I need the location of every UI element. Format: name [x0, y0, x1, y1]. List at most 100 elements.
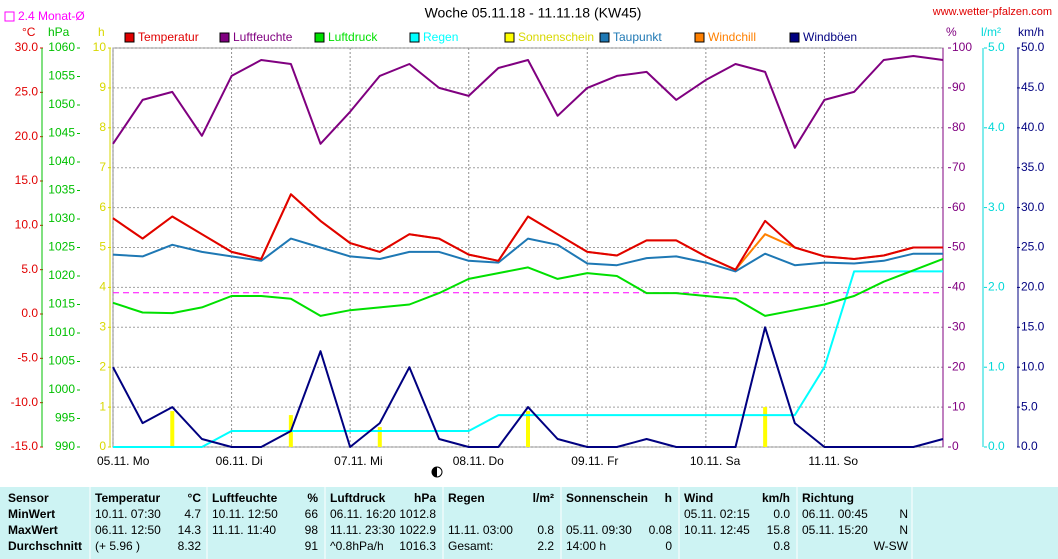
y-axis-label: %	[946, 25, 957, 39]
table-row-label: MaxWert	[8, 523, 58, 537]
legend-label: Luftfeuchte	[233, 30, 293, 44]
table-cell: (+ 5.96 )	[95, 539, 140, 553]
legend-swatch	[694, 32, 705, 43]
table-cell: Gesamt:	[448, 539, 493, 553]
y-tick-label: 2	[99, 359, 106, 373]
y-tick-label: 10.0	[15, 218, 39, 232]
y-axis-label: km/h	[1018, 25, 1044, 39]
table-cell: 11.11. 11:40	[212, 523, 276, 537]
y-tick-label: 990	[55, 439, 75, 453]
y-tick-label: 5.0	[21, 262, 38, 276]
y-tick-label: 1	[99, 399, 106, 413]
legend-swatch	[314, 32, 325, 43]
legend-label: Luftdruck	[328, 30, 378, 44]
y-axis-label: °C	[22, 25, 36, 39]
y-tick-label: 40.0	[1021, 120, 1045, 134]
y-tick-label: 5	[99, 240, 106, 254]
table-cell: 05.11. 09:30	[566, 523, 632, 537]
y-tick-label: 0.0	[988, 439, 1005, 453]
y-tick-label: 0	[99, 439, 106, 453]
table-header: Luftdruck	[330, 491, 386, 505]
table-cell: 05.11. 15:20	[802, 523, 868, 537]
table-value: 66	[305, 507, 319, 521]
table-cell: 11.11. 23:30	[330, 523, 395, 537]
y-tick-label: 25.0	[15, 85, 39, 99]
y-tick-label: 8	[99, 120, 106, 134]
table-value: N	[899, 523, 908, 537]
table-header: Luftfeuchte	[212, 491, 278, 505]
y-tick-label: 995	[55, 411, 75, 425]
y-tick-label: -15.0	[11, 439, 39, 453]
y-tick-label: 5.0	[988, 40, 1005, 54]
table-header: Temperatur	[95, 491, 160, 505]
y-axis-label: h	[98, 25, 105, 39]
y-tick-label: 10	[93, 40, 107, 54]
y-tick-label: 1055	[48, 69, 75, 83]
y-tick-label: 1015	[48, 297, 75, 311]
legend-swatch	[789, 32, 800, 43]
table-cell: 10.11. 12:45	[684, 523, 750, 537]
legend-label: Temperatur	[138, 30, 199, 44]
table-header: Wind	[684, 491, 713, 505]
table-value: 1022.9	[399, 523, 436, 537]
y-tick-label: 60	[952, 200, 966, 214]
y-tick-label: 1035	[48, 183, 75, 197]
x-tick-label: 11.11. So	[808, 454, 858, 468]
y-tick-label: 1.0	[988, 359, 1005, 373]
y-tick-label: -10.0	[11, 395, 39, 409]
y-tick-label: 1000	[48, 382, 75, 396]
y-tick-label: 4.0	[988, 120, 1005, 134]
table-value: 14.3	[178, 523, 202, 537]
source: www.wetter-pfalzen.com	[932, 6, 1052, 18]
legend-swatch	[504, 32, 515, 43]
legend-swatch	[219, 32, 230, 43]
table-header: Regen	[448, 491, 485, 505]
legend-label: Taupunkt	[613, 30, 662, 44]
y-tick-label: -5.0	[17, 351, 38, 365]
plot-area	[112, 47, 944, 448]
table-row-label: Durchschnitt	[8, 539, 82, 553]
x-tick-label: 05.11. Mo	[97, 454, 150, 468]
table-cell: 06.11. 16:20	[330, 507, 396, 521]
series-line	[112, 237, 943, 273]
moon-shadow	[432, 467, 437, 477]
legend-label: Windböen	[803, 30, 857, 44]
table-unit: h	[665, 491, 672, 505]
series-line	[112, 55, 944, 149]
y-tick-label: 30.0	[1021, 200, 1045, 214]
x-tick-label: 06.11. Di	[216, 454, 263, 468]
sunshine-bar	[170, 411, 175, 447]
table-unit: hPa	[414, 491, 436, 505]
y-tick-label: 4	[99, 280, 106, 294]
table-value: 0	[665, 539, 672, 553]
table-cell: 06.11. 12:50	[95, 523, 161, 537]
y-tick-label: 10	[952, 399, 966, 413]
table-unit: °C	[188, 491, 202, 505]
y-axis-label: hPa	[48, 25, 70, 39]
y-tick-label: 1045	[48, 126, 75, 140]
table-cell: 14:00 h	[566, 539, 606, 553]
y-tick-label: 50.0	[1021, 40, 1045, 54]
y-tick-label: 20.0	[15, 129, 39, 143]
y-tick-label: 0.0	[21, 306, 38, 320]
table-value: 8.32	[178, 539, 202, 553]
table-cell: 05.11. 02:15	[684, 507, 750, 521]
x-tick-label: 09.11. Fr	[571, 454, 618, 468]
table-cell: 10.11. 07:30	[95, 507, 161, 521]
y-tick-label: 10.0	[1021, 359, 1045, 373]
y-tick-label: 2.0	[988, 280, 1005, 294]
y-tick-label: 1050	[48, 97, 75, 111]
table-cell: ^0.8hPa/h	[330, 539, 384, 553]
y-tick-label: 3	[99, 319, 106, 333]
y-tick-label: 3.0	[988, 200, 1005, 214]
y-tick-label: 1030	[48, 211, 75, 225]
y-tick-label: 1060	[48, 40, 75, 54]
series-line	[112, 193, 943, 271]
table-value: 0.0	[773, 507, 790, 521]
sunshine-bar	[377, 427, 382, 447]
table-value: 0.08	[649, 523, 673, 537]
y-tick-label: 15.0	[1021, 319, 1045, 333]
table-unit: km/h	[762, 491, 790, 505]
table-value: 1012.8	[399, 507, 436, 521]
